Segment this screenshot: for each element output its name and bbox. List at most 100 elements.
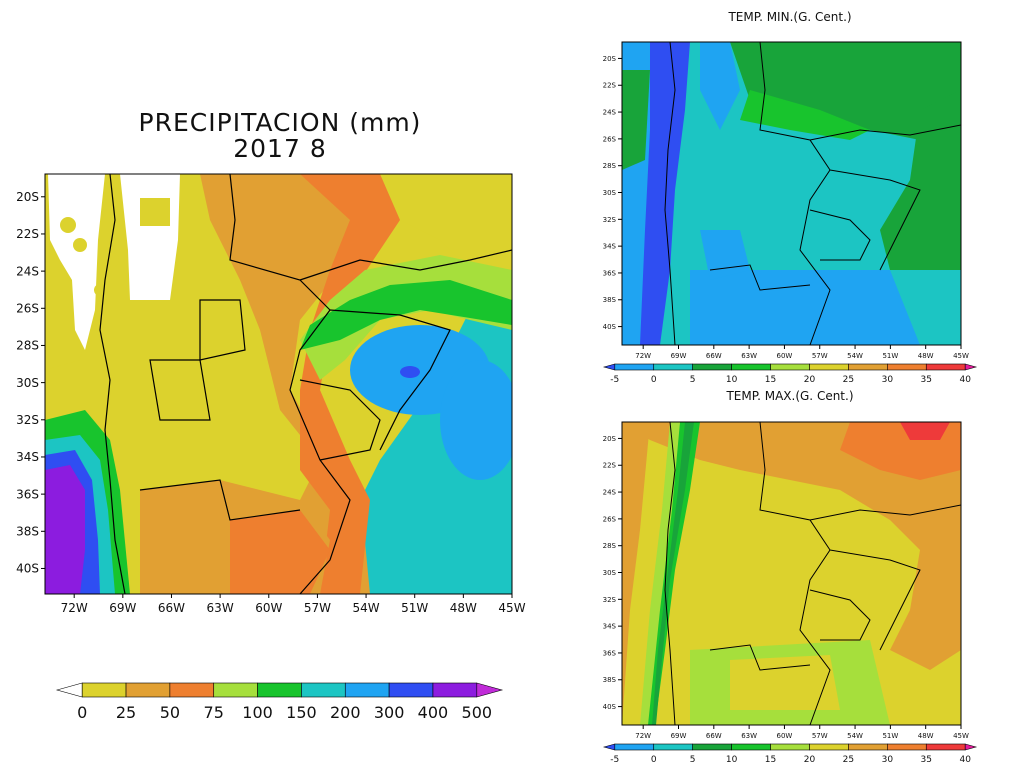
precip-field [45,174,512,594]
precip-colorbar-high-end [476,682,504,698]
tmin-colorbar-label: -5 [610,375,619,385]
precip-colorbar-swatch [257,682,302,698]
tmin-colorbar-high-end [964,363,978,371]
precip-borders [99,174,512,594]
precip-lon-ticks: 72W 69W 66W 63W 60W 57W 54W 51W 48W 45W [61,594,526,615]
tmin-colorbar-swatch [653,363,693,371]
tmin-lon-tick-label: 66W [706,352,722,360]
precip-lat-ticks: 20S 22S 24S 26S 28S 30S 32S 34S 36S 38S 40S [16,190,45,576]
precip-lon-tick-label: 48W [450,601,477,615]
precip-title-line2: 2017 8 [233,134,327,163]
tmax-lat-tick-label: 30S [603,569,617,577]
tmax-map: 20S 22S 24S 26S 28S 30S 32S 34S 36S 38S 40S 72W 69W… [603,421,969,740]
tmax-colorbar-label: 40 [959,755,971,765]
tmin-field [622,42,961,345]
tmax-lat-tick-label: 32S [603,596,617,604]
tmin-colorbar-low-end [602,363,616,371]
precip-lat-tick-label: 24S [16,264,39,278]
tmin-borders [664,42,961,345]
precip-colorbar-label: 0 [77,703,87,722]
tmin-lat-tick-label: 40S [603,323,617,331]
tmin-colorbar: -5 0 5 10 15 20 25 30 35 40 [602,363,978,385]
precip-colorbar-label: 50 [160,703,180,722]
precip-lon-tick-label: 45W [498,601,525,615]
precip-colorbar-swatches [55,682,504,698]
tmin-lon-tick-label: 51W [882,352,898,360]
tmin-colorbar-swatch [887,363,927,371]
tmax-colorbar-label: -5 [610,755,619,765]
precip-lon-tick-label: 72W [61,601,88,615]
tmax-colorbar-label: 25 [843,755,854,765]
precip-lat-tick-label: 36S [16,487,39,501]
tmin-lat-tick-label: 34S [603,243,617,251]
precip-lon-tick-label: 66W [158,601,185,615]
tmax-colorbar-swatch [925,743,966,751]
precip-colorbar: 0 25 50 75 100 150 200 300 400 500 [55,682,504,722]
precip-title-line1: PRECIPITACION (mm) [138,108,422,137]
precip-lon-tick-label: 69W [109,601,136,615]
tmin-lat-tick-label: 20S [603,55,617,63]
tmax-lon-ticks: 72W 69W 66W 63W 60W 57W 54W 51W 48W 45W [635,725,969,740]
tmax-colorbar-label: 10 [726,755,738,765]
tmax-lat-tick-label: 22S [603,462,617,470]
tmin-colorbar-swatch [925,363,966,371]
tmin-lon-tick-label: 72W [635,352,651,360]
precip-colorbar-swatch [388,682,434,698]
precip-map: 20S 22S 24S 26S 28S 30S 32S 34S 36S 38S 40S 72W 69W… [16,173,526,615]
precip-lat-tick-label: 40S [16,562,39,576]
tmax-colorbar-swatch [731,743,771,751]
tmin-lat-tick-label: 38S [603,296,617,304]
tmin-lat-tick-label: 26S [603,135,617,143]
precip-lat-tick-label: 30S [16,376,39,390]
tmin-colorbar-label: 25 [843,375,854,385]
tmax-lon-tick-label: 69W [671,732,687,740]
precip-colorbar-swatch [125,682,171,698]
tmax-lon-tick-label: 57W [812,732,828,740]
precip-colorbar-label: 500 [462,703,493,722]
tmax-colorbar-label: 35 [921,755,932,765]
tmin-colorbar-label: 40 [959,375,971,385]
tmin-colorbar-swatch [614,363,655,371]
tmin-lat-tick-label: 24S [603,109,617,117]
precip-lat-tick-label: 34S [16,450,39,464]
tmax-lat-tick-label: 34S [603,623,617,631]
precip-colorbar-swatch [213,682,258,698]
tmax-colorbar-swatch [887,743,927,751]
tmax-colorbar-swatch [614,743,655,751]
precip-colorbar-swatch [81,682,127,698]
tmin-colorbar-label: 35 [921,375,932,385]
tmax-colorbar-high-end [964,743,978,751]
tmax-lon-tick-label: 54W [847,732,863,740]
tmax-colorbar-swatch [809,743,849,751]
precip-colorbar-swatch [301,682,346,698]
precip-colorbar-label: 200 [330,703,361,722]
tmax-lat-tick-label: 28S [603,542,617,550]
precip-colorbar-label: 400 [418,703,449,722]
tmin-colorbar-label: 0 [651,375,657,385]
tmax-lat-tick-label: 38S [603,676,617,684]
precip-colorbar-label: 300 [374,703,405,722]
tmin-lon-tick-label: 57W [812,352,828,360]
precip-colorbar-swatch [344,682,390,698]
tmin-lat-tick-label: 30S [603,189,617,197]
tmin-colorbar-label: 5 [690,375,696,385]
tmin-colorbar-labels: -5 0 5 10 15 20 25 30 35 40 [610,375,971,385]
precip-lat-tick-label: 32S [16,413,39,427]
tmin-lat-tick-label: 22S [603,82,617,90]
tmax-lon-tick-label: 72W [635,732,651,740]
tmax-colorbar-swatch [848,743,888,751]
precip-lat-tick-label: 28S [16,339,39,353]
precip-colorbar-label: 150 [286,703,317,722]
tmin-lon-tick-label: 63W [741,352,757,360]
precip-colorbar-swatch [169,682,215,698]
tmax-lon-tick-label: 51W [882,732,898,740]
tmax-colorbar-label: 20 [804,755,816,765]
precip-lat-tick-label: 20S [16,190,39,204]
tmax-lon-tick-label: 45W [953,732,969,740]
tmax-colorbar-swatches [602,743,978,751]
tmin-colorbar-swatch [809,363,849,371]
tmin-lon-tick-label: 45W [953,352,969,360]
tmax-colorbar-label: 15 [765,755,776,765]
precip-colorbar-low-end [55,682,83,698]
precip-colorbar-label: 25 [116,703,136,722]
